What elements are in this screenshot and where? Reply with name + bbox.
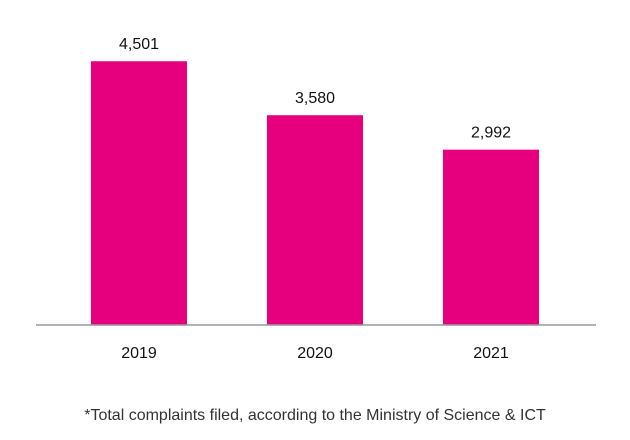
bars-layer <box>91 61 539 326</box>
x-tick-label-2021: 2021 <box>473 345 509 362</box>
x-tick-label-2019: 2019 <box>121 345 157 362</box>
value-labels-layer: 4,501 3,580 2,992 <box>119 36 511 141</box>
value-label-2021: 2,992 <box>471 125 511 142</box>
chart-footnote: *Total complaints filed, according to th… <box>84 407 546 424</box>
tick-labels-layer: 2019 2020 2021 <box>121 345 509 362</box>
bar-2019 <box>91 61 187 326</box>
x-tick-label-2020: 2020 <box>297 345 333 362</box>
bar-2020 <box>267 115 363 325</box>
value-label-2020: 3,580 <box>295 90 335 107</box>
bar-2021 <box>443 149 539 325</box>
value-label-2019: 4,501 <box>119 36 159 53</box>
